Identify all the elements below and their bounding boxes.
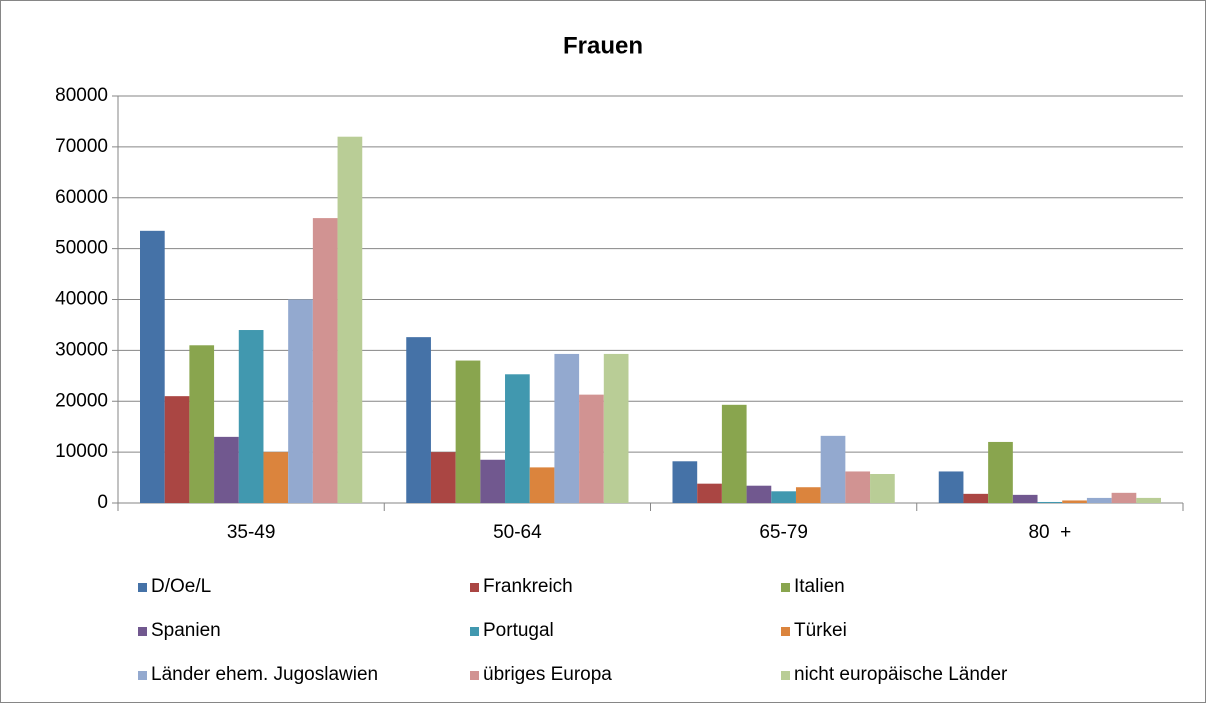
bar [603, 353, 629, 503]
y-tick-label: 10000 [55, 441, 108, 462]
y-tick-label: 20000 [55, 390, 108, 411]
x-tick-label: 65-79 [759, 522, 808, 543]
legend-swatch [138, 627, 147, 636]
bar [697, 483, 722, 503]
bar [820, 435, 846, 503]
bar [579, 394, 604, 503]
legend-label: D/Oe/L [151, 576, 211, 597]
bar [505, 374, 530, 503]
bar [554, 353, 580, 503]
legend-swatch [138, 583, 147, 592]
y-tick-label: 50000 [55, 238, 108, 259]
bar [1111, 492, 1137, 503]
bar [238, 330, 264, 503]
bar [529, 467, 555, 503]
legend-swatch [470, 583, 479, 592]
legend-swatch [470, 627, 479, 636]
legend-label: Portugal [483, 620, 554, 641]
bar [1012, 494, 1038, 503]
y-tick-label: 60000 [55, 187, 108, 208]
bar [263, 452, 289, 503]
bar [963, 493, 989, 503]
bar [795, 487, 821, 503]
chart-title: Frauen [563, 32, 643, 59]
x-tick-label: 80 + [1028, 522, 1071, 543]
legend-swatch [781, 583, 790, 592]
bar [288, 299, 313, 503]
bar [938, 471, 964, 503]
bar [480, 459, 506, 503]
legend-swatch [138, 671, 147, 680]
legend-swatch [470, 671, 479, 680]
legend-label: Türkei [794, 620, 847, 641]
legend-label: Länder ehem. Jugoslawien [151, 664, 378, 685]
bar [189, 345, 215, 503]
legend-label: nicht europäische Länder [794, 664, 1008, 685]
x-tick-label: 50-64 [493, 522, 542, 543]
bar [455, 360, 481, 503]
bar [1136, 497, 1161, 503]
bar [870, 474, 895, 503]
bar [312, 218, 338, 503]
bar [845, 471, 871, 503]
y-tick-label: 0 [97, 492, 108, 513]
x-tick-label: 35-49 [227, 522, 276, 543]
y-tick-label: 80000 [55, 85, 108, 106]
y-tick-label: 30000 [55, 339, 108, 360]
legend-swatch [781, 671, 790, 680]
bar [771, 491, 796, 503]
bar [164, 396, 190, 503]
bar [430, 452, 456, 503]
bar [1037, 501, 1063, 503]
bar [1086, 497, 1112, 503]
y-tick-label: 40000 [55, 289, 108, 310]
y-tick-label: 70000 [55, 136, 108, 157]
legend-label: Frankreich [483, 576, 573, 597]
bar [140, 230, 165, 503]
legend-label: Italien [794, 576, 845, 597]
bar [746, 485, 772, 503]
bar [1062, 500, 1087, 503]
bar [988, 441, 1013, 503]
bar [672, 461, 698, 503]
legend-swatch [781, 627, 790, 636]
legend-label: Spanien [151, 620, 221, 641]
legend-label: übriges Europa [483, 664, 612, 685]
bar [721, 404, 747, 503]
bar [406, 337, 431, 503]
bar [337, 136, 363, 503]
bar [214, 436, 239, 503]
